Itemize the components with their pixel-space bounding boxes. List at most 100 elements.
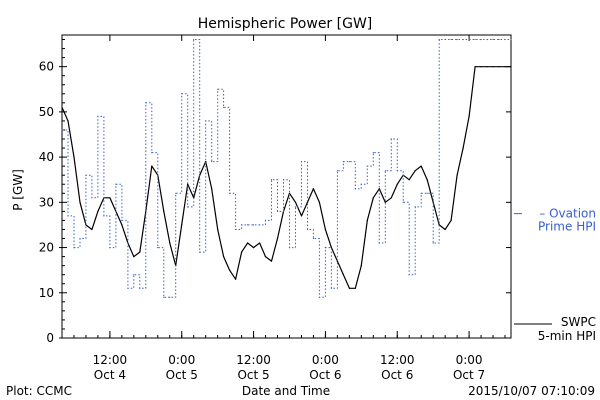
- data-point: [360, 265, 362, 267]
- data-point: [247, 224, 249, 226]
- x-axis-label: Date and Time: [242, 384, 330, 398]
- data-point: [468, 38, 470, 41]
- data-point: [342, 161, 344, 163]
- data-point: [510, 38, 512, 41]
- data-point: [181, 93, 183, 95]
- data-point: [288, 247, 291, 249]
- data-point: [151, 165, 153, 167]
- data-point: [169, 296, 171, 298]
- data-point: [61, 129, 63, 131]
- x-tick-label-date: Oct 4: [94, 368, 126, 382]
- data-point: [300, 161, 303, 163]
- chart-title: Hemispheric Power [GW]: [198, 16, 373, 32]
- y-tick-label: 10: [39, 286, 54, 300]
- data-point: [354, 287, 356, 289]
- data-point: [73, 156, 75, 158]
- data-point: [384, 170, 386, 172]
- data-point: [253, 247, 255, 249]
- data-point: [318, 296, 320, 298]
- data-point: [175, 192, 177, 194]
- data-point: [193, 38, 195, 41]
- data-point: [324, 247, 326, 249]
- data-point: [127, 287, 129, 289]
- data-point: [348, 161, 350, 163]
- data-point: [420, 165, 422, 167]
- x-tick-label-date: Oct 5: [237, 368, 269, 382]
- data-point: [67, 215, 69, 217]
- data-point: [109, 197, 111, 199]
- data-point: [97, 115, 99, 117]
- data-point: [205, 161, 207, 163]
- data-point: [474, 66, 476, 68]
- data-point: [235, 228, 237, 231]
- data-point: [342, 274, 344, 276]
- y-tick-label: 40: [39, 150, 54, 164]
- data-point: [366, 219, 368, 221]
- data-point: [480, 66, 482, 68]
- data-point: [145, 102, 147, 104]
- data-point: [474, 38, 476, 41]
- x-tick-label-time: 12:00: [93, 353, 128, 367]
- data-point: [498, 66, 500, 68]
- data-point: [324, 228, 326, 231]
- data-point: [276, 210, 279, 212]
- y-axis: 0 10 20 30 40 50 60: [39, 39, 511, 345]
- data-point: [229, 192, 231, 194]
- data-point: [510, 66, 512, 68]
- y-axis-label: P [GW]: [11, 169, 25, 211]
- data-point: [91, 228, 93, 231]
- data-point: [67, 120, 69, 122]
- data-point: [235, 278, 237, 280]
- data-point: [444, 228, 446, 231]
- data-point: [336, 260, 338, 262]
- data-point: [306, 228, 309, 231]
- data-point: [79, 237, 81, 240]
- data-point: [318, 201, 320, 203]
- y-tick-label: 60: [39, 60, 54, 74]
- data-point: [486, 38, 488, 41]
- x-tick-label-time: 0:00: [168, 353, 195, 367]
- data-point: [79, 201, 81, 203]
- data-point: [91, 197, 93, 199]
- data-point: [223, 106, 225, 108]
- data-point: [121, 219, 123, 221]
- data-point: [492, 38, 494, 41]
- data-point: [306, 201, 309, 203]
- data-point: [414, 206, 416, 208]
- data-point: [211, 188, 213, 190]
- data-point: [396, 170, 398, 172]
- y-tick-label: 0: [46, 331, 54, 345]
- data-point: [456, 174, 458, 176]
- data-point: [133, 274, 135, 276]
- data-point: [468, 115, 470, 117]
- x-tick-label-time: 12:00: [380, 353, 415, 367]
- data-point: [378, 188, 380, 190]
- x-tick-label-date: Oct 5: [166, 368, 198, 382]
- data-point: [504, 66, 506, 68]
- data-point: [163, 296, 165, 298]
- data-point: [229, 269, 231, 271]
- data-point: [169, 242, 171, 244]
- legend-label-ovation-line2: Prime HPI: [538, 220, 596, 234]
- data-point: [462, 147, 464, 149]
- data-point: [330, 287, 332, 289]
- data-point: [139, 251, 141, 253]
- plot-timestamp: 2015/10/07 07:10:09: [468, 384, 595, 398]
- data-point: [402, 201, 404, 203]
- x-tick-label-time: 0:00: [456, 353, 483, 367]
- data-point: [300, 215, 303, 217]
- data-point: [294, 201, 297, 203]
- plot-credit: Plot: CCMC: [6, 384, 72, 398]
- data-point: [408, 274, 410, 276]
- data-point: [498, 38, 500, 41]
- data-point: [450, 219, 452, 221]
- data-point: [378, 242, 380, 244]
- data-point: [139, 287, 141, 289]
- data-point: [492, 66, 494, 68]
- data-point: [211, 161, 213, 163]
- series-ovation-prime-hpi: [62, 39, 511, 298]
- data-point: [259, 224, 261, 226]
- data-point: [264, 256, 267, 258]
- data-point: [133, 256, 135, 258]
